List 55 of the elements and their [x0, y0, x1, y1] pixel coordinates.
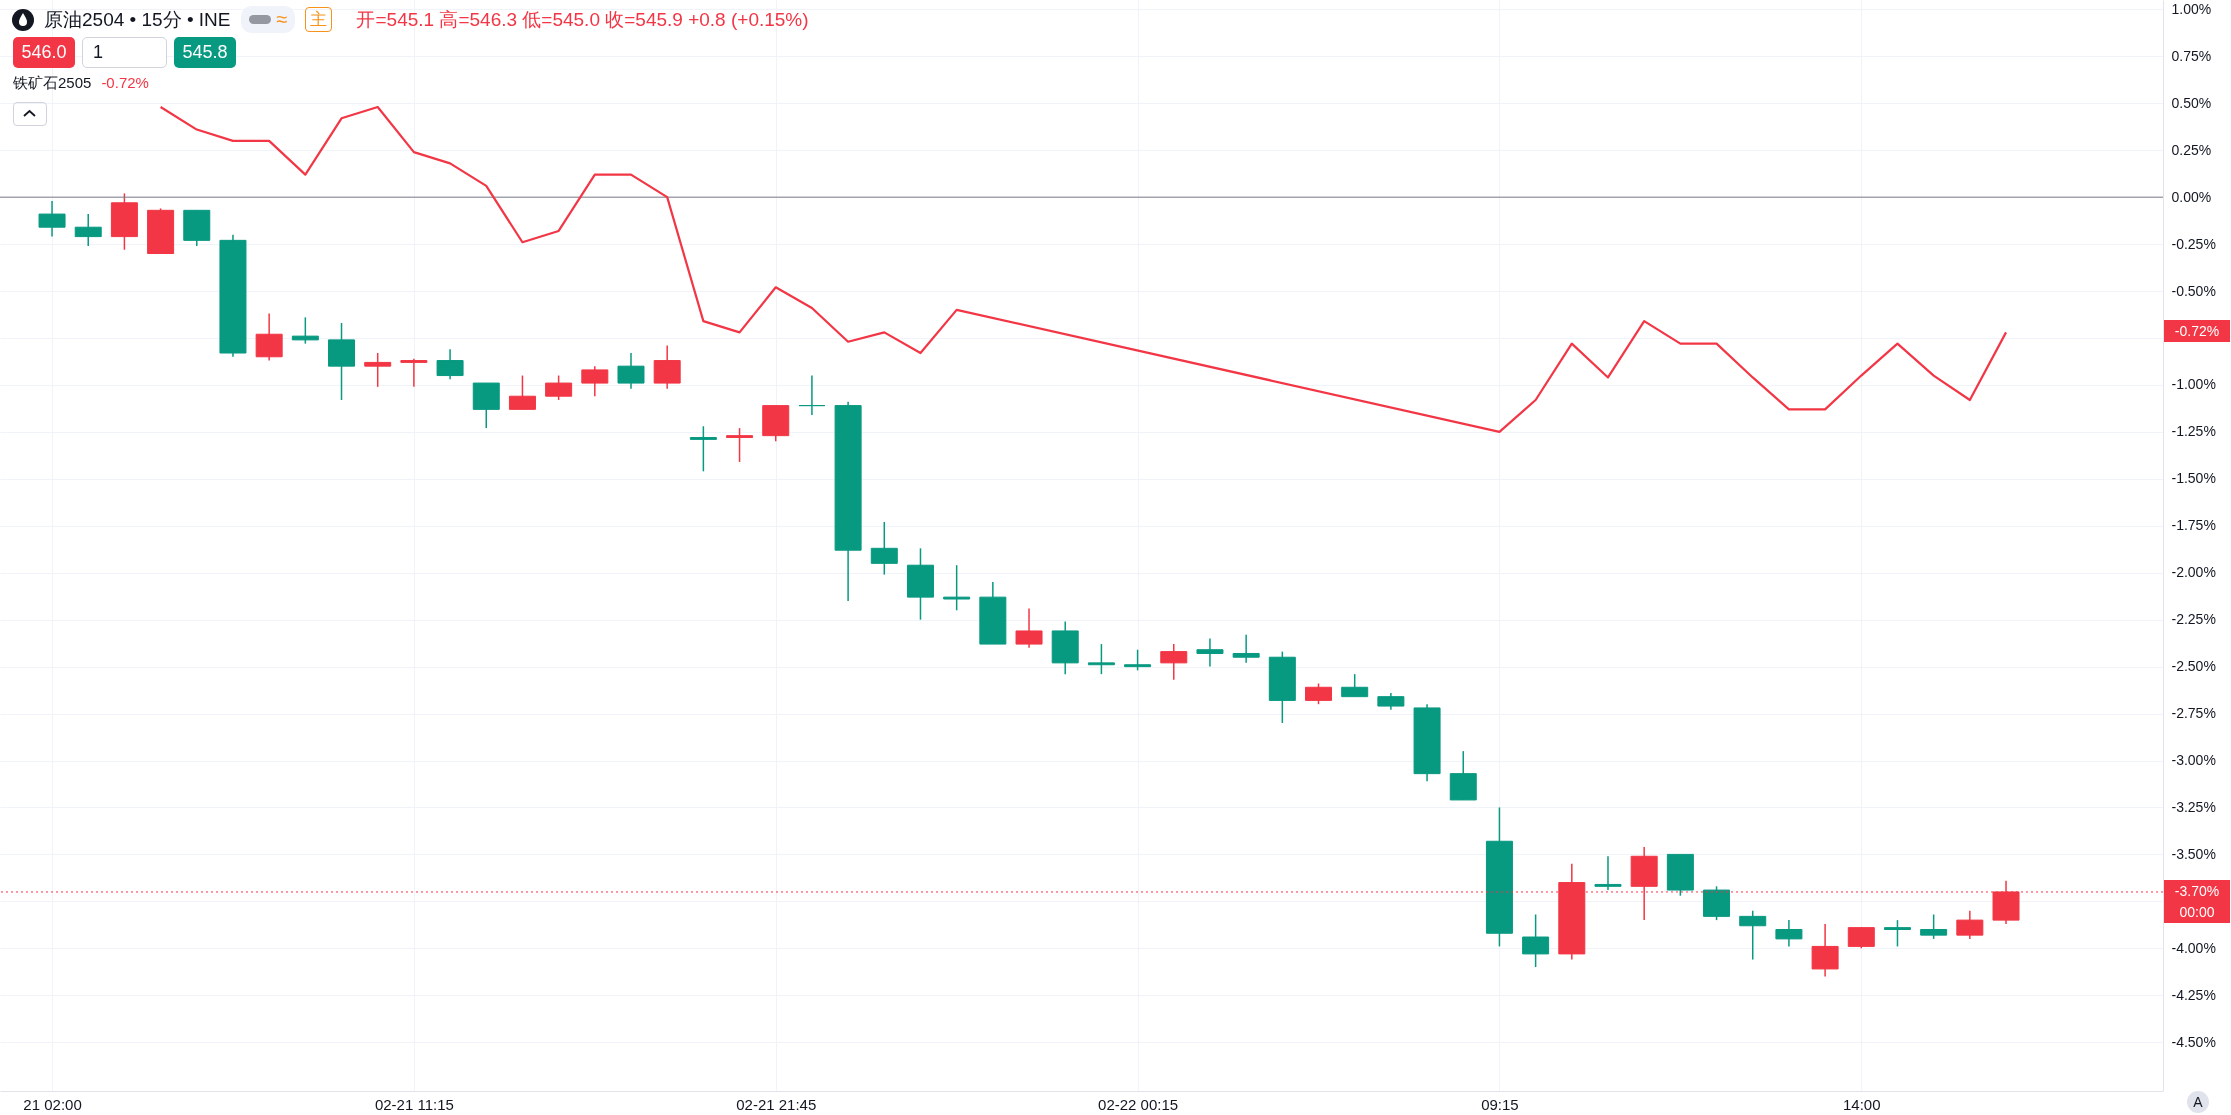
candlestick: [726, 427, 754, 463]
candlestick: [364, 352, 392, 388]
x-tick-label: 02-21 21:45: [736, 1095, 817, 1113]
y-tick-label: 0.75%: [2171, 47, 2212, 64]
y-tick-label: -3.50%: [2171, 845, 2216, 862]
input-field: 1: [82, 37, 167, 68]
chart-title: 原油2504 • 15分 • INE: [44, 7, 231, 32]
y-tick-label: 0.00%: [2171, 188, 2212, 205]
ref-line-label: -3.70%: [2164, 879, 2230, 902]
y-tick-label: -2.50%: [2171, 658, 2216, 675]
y-tick-label: -1.75%: [2171, 517, 2216, 534]
y-tick-label: 0.50%: [2171, 94, 2212, 111]
y-tick-label: -4.25%: [2171, 986, 2216, 1003]
annotation: 546.0: [13, 37, 75, 68]
x-tick-label: 14:00: [1843, 1095, 1881, 1113]
x-tick-label: 02-22 00:15: [1098, 1095, 1179, 1113]
x-tick-label: 02-21 11:15: [374, 1095, 454, 1113]
y-tick-label: -1.00%: [2171, 376, 2216, 393]
text: -0.72%: [2174, 323, 2220, 340]
annotation: 545.8: [174, 37, 236, 68]
y-tick-label: -3.00%: [2171, 752, 2216, 769]
y-tick-label: -1.25%: [2171, 423, 2216, 440]
y-tick-label: 0.25%: [2171, 141, 2212, 158]
x-tick-label: 09:15: [1481, 1095, 1519, 1113]
candlestick: [689, 425, 717, 473]
candlestick: [1883, 919, 1911, 948]
chart-subtitle: 开=545.1 高=546.3 低=545.0 收=545.9 +0.8 (+0.15%): [356, 7, 809, 32]
candlestick: [1232, 633, 1260, 664]
y-tick-label: -3.25%: [2171, 798, 2216, 815]
candlestick: [1124, 648, 1152, 672]
candlestick: [1196, 637, 1224, 668]
y-tick-label: -4.50%: [2171, 1033, 2216, 1050]
candlestick: [1087, 643, 1115, 675]
annotation: ≈: [276, 8, 288, 31]
y-tick-label: -4.00%: [2171, 939, 2216, 956]
legend-label: 铁矿石2505: [13, 74, 92, 91]
y-tick-label: -2.25%: [2171, 611, 2216, 628]
annotation: -0.72%: [101, 74, 149, 91]
text: 00:00: [2164, 900, 2230, 923]
annotation: 主: [305, 7, 333, 32]
y-tick-label: -1.50%: [2171, 470, 2216, 487]
y-tick-label: -2.75%: [2171, 705, 2216, 722]
y-tick-label: 1.00%: [2171, 0, 2212, 17]
candlestick: [291, 316, 319, 345]
candlestick: [798, 374, 826, 416]
y-tick-label: -2.00%: [2171, 564, 2216, 581]
line-series: [159, 105, 2008, 433]
y-tick-label: -0.50%: [2171, 282, 2216, 299]
candlestick: [1920, 913, 1948, 940]
candlestick: [400, 357, 428, 388]
text: A: [2187, 1091, 2209, 1113]
candlestick: [1594, 855, 1622, 891]
candlestick: [943, 564, 971, 612]
x-tick-label: 21 02:00: [23, 1095, 82, 1113]
y-tick-label: -0.25%: [2171, 235, 2216, 252]
